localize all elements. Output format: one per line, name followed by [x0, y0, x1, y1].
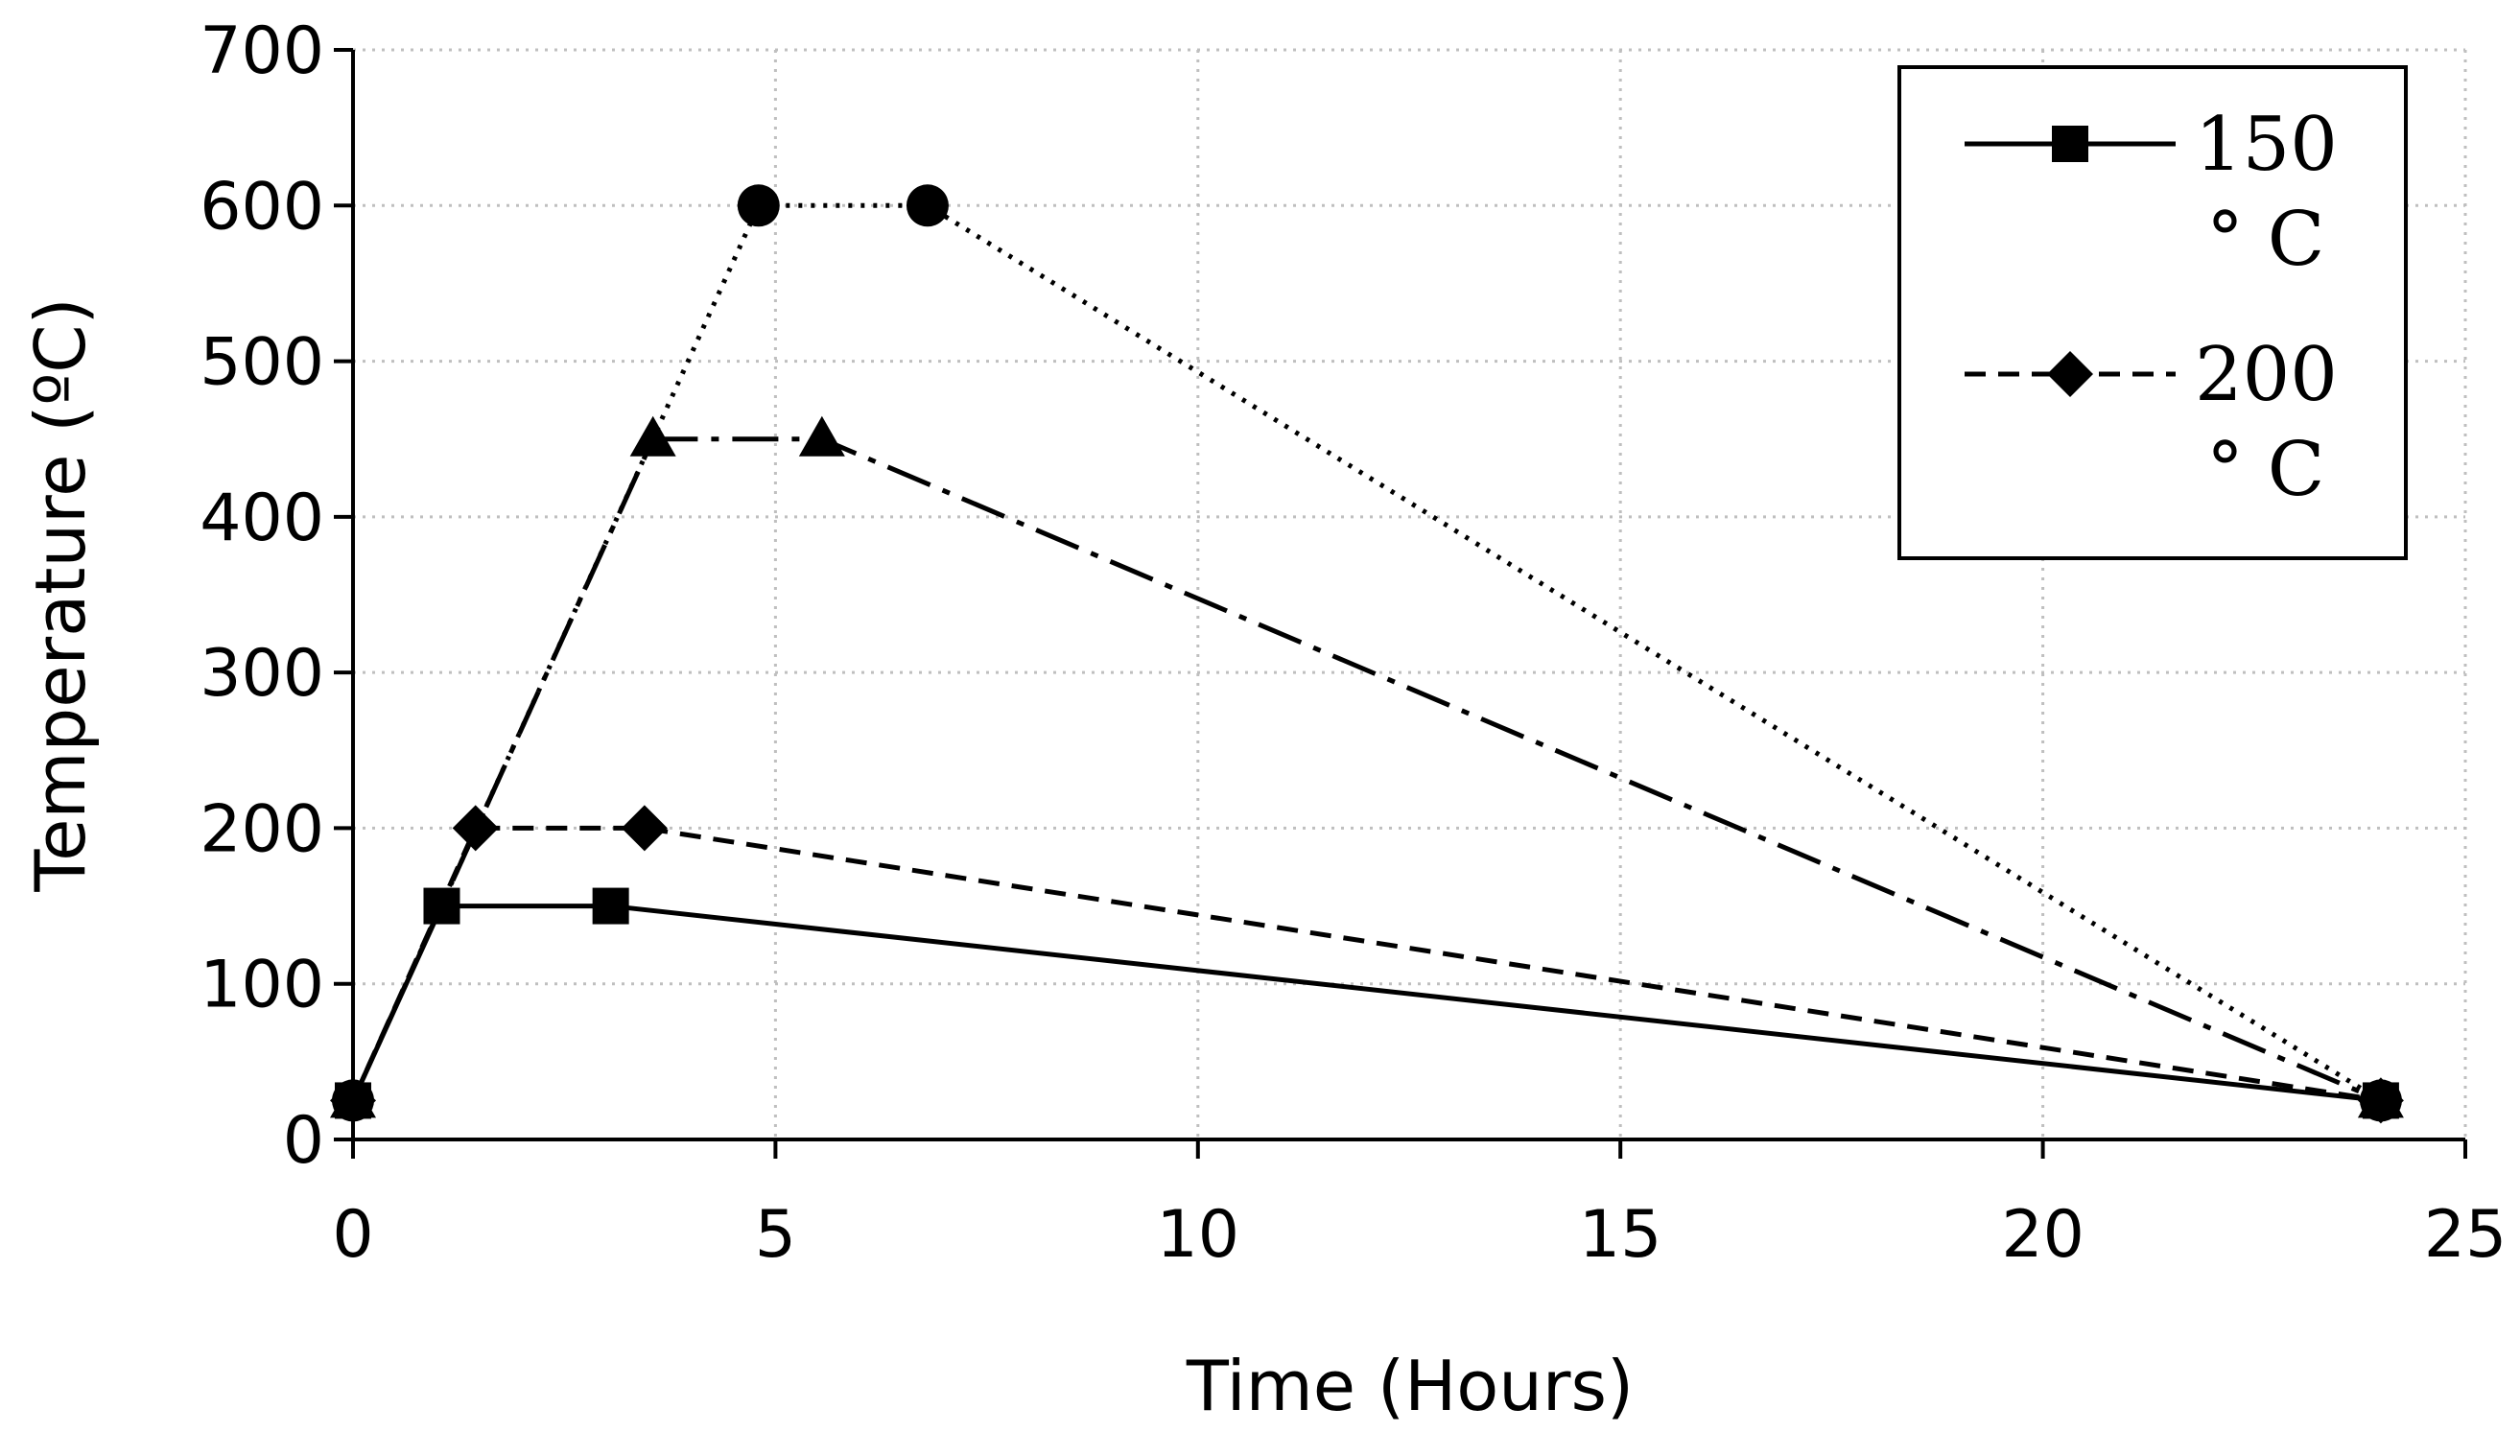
y-tick-label: 100 — [200, 948, 324, 1023]
legend-label: 200 — [2195, 332, 2338, 418]
diamond-point — [452, 805, 499, 852]
series-circle — [332, 184, 2402, 1122]
legend-label: 150 — [2195, 102, 2338, 188]
square-point — [592, 887, 629, 925]
series-group — [330, 184, 2404, 1124]
legend-diamond-icon — [2047, 351, 2093, 397]
y-axis-title: Temperature (ºC) — [20, 297, 101, 892]
axes — [334, 48, 2467, 1159]
x-tick-label: 5 — [755, 1197, 796, 1273]
x-tick-label: 20 — [2001, 1197, 2084, 1273]
y-tick-label: 500 — [200, 325, 324, 401]
tick-labels: 0 100 200 300 400 500 600 700 0 5 10 15 20 25 — [200, 13, 2507, 1273]
y-tick-label: 0 — [283, 1103, 324, 1179]
series-diamond — [330, 805, 2404, 1124]
y-tick-label: 600 — [200, 169, 324, 245]
circle-point — [737, 184, 780, 227]
grid — [353, 48, 2467, 1139]
circle-point — [906, 184, 949, 227]
legend-box — [1897, 65, 2408, 560]
series-square — [335, 887, 2399, 1119]
series-line — [350, 904, 2382, 1103]
y-tick-label: 300 — [200, 636, 324, 712]
circle-point — [2359, 1079, 2402, 1122]
series-line — [350, 825, 2382, 1103]
circle-point — [332, 1079, 374, 1122]
x-tick-label: 10 — [1157, 1197, 1240, 1273]
x-tick-label: 25 — [2424, 1197, 2508, 1273]
x-tick-label: 0 — [332, 1197, 373, 1273]
legend-label-unit: ° C — [2206, 427, 2324, 513]
y-tick-label: 700 — [200, 13, 324, 89]
diamond-point — [621, 805, 668, 852]
y-tick-label: 200 — [200, 791, 324, 867]
triangle-point — [798, 415, 845, 457]
legend-square-icon — [2052, 126, 2088, 162]
legend-label-unit: ° C — [2206, 197, 2324, 283]
y-tick-label: 400 — [200, 481, 324, 556]
x-tick-label: 15 — [1579, 1197, 1662, 1273]
triangle-point — [629, 415, 676, 457]
legend: 150 ° C 200 ° C — [1897, 65, 2408, 560]
x-axis-title: Time (Hours) — [1186, 1346, 1634, 1426]
